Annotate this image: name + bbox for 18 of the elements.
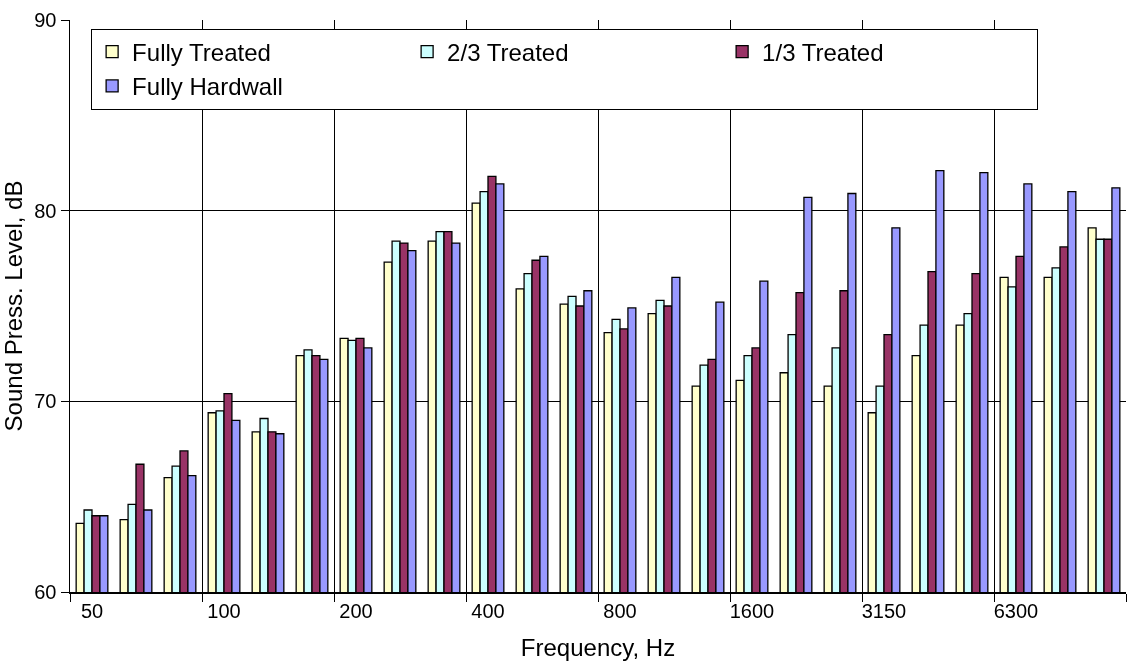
- x-tick-label: 800: [603, 600, 637, 622]
- x-tick-label: 200: [339, 600, 373, 622]
- legend-label: Fully Hardwall: [132, 73, 283, 101]
- legend-label: Fully Treated: [132, 39, 271, 67]
- x-tick-label: 6300: [993, 600, 1039, 622]
- legend-label: 2/3 Treated: [447, 39, 569, 67]
- x-tick-label: 400: [471, 600, 505, 622]
- y-tick-label: 80: [34, 199, 57, 222]
- y-tick-label: 90: [34, 9, 57, 31]
- x-axis-title: Frequency, Hz: [520, 633, 676, 661]
- y-tick-label: 70: [34, 390, 57, 413]
- x-tick-label: 100: [207, 600, 241, 622]
- y-tick-label: 60: [34, 581, 57, 603]
- x-tick-label: 50: [80, 600, 104, 622]
- legend-label: 1/3 Treated: [762, 39, 884, 67]
- x-tick-label: 1600: [729, 600, 775, 622]
- x-tick-label: 3150: [861, 600, 907, 622]
- y-axis-title: Sound Press. Level, dB: [0, 180, 27, 432]
